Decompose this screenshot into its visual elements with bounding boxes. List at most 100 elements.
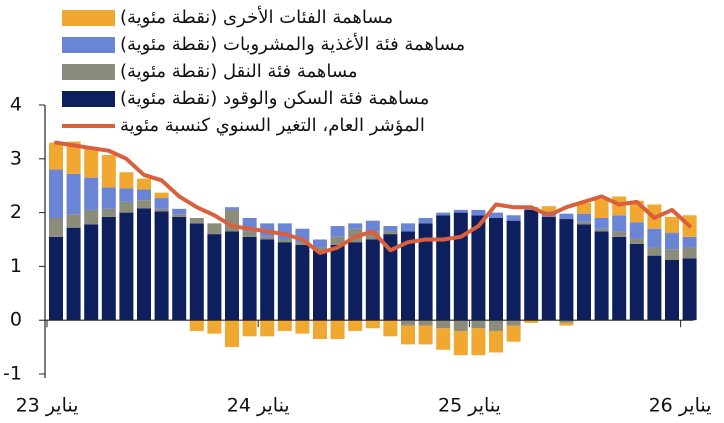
- bar-segment: [348, 320, 363, 331]
- bar-segment: [119, 201, 134, 213]
- bar-segment: [594, 217, 609, 229]
- bar-segment: [594, 199, 609, 218]
- bar-segment: [154, 198, 169, 209]
- bar-segment: [260, 236, 275, 240]
- bar-segment: [66, 141, 81, 174]
- bar-segment: [207, 234, 222, 321]
- bar-segment: [682, 258, 697, 321]
- bar-segment: [66, 214, 81, 228]
- bar-segment: [436, 328, 451, 350]
- legend-label: مساهمة فئة النقل (نقطة مئوية): [120, 61, 358, 82]
- y-tick-label: 0: [10, 309, 22, 331]
- bar-segment: [541, 216, 556, 321]
- bar-segment: [313, 320, 327, 340]
- bar-segment: [49, 217, 63, 237]
- bar-segment: [137, 200, 151, 209]
- bar-segment: [418, 223, 433, 321]
- bar-segment: [189, 223, 204, 321]
- bar-segment: [330, 244, 345, 321]
- y-tick-label: 4: [10, 94, 22, 116]
- bar-segment: [189, 320, 204, 331]
- bar-segment: [682, 247, 697, 259]
- bar-segment: [383, 226, 398, 232]
- bar-segment: [365, 220, 380, 232]
- bar-segment: [154, 192, 169, 199]
- bar-segment: [101, 216, 116, 321]
- bar-segment: [559, 322, 574, 326]
- bar-segment: [49, 236, 63, 321]
- bar-segment: [295, 244, 310, 321]
- bar-segment: [383, 234, 398, 321]
- bar-segment: [541, 206, 556, 212]
- bar-segment: [84, 209, 99, 225]
- bar-segment: [489, 217, 503, 321]
- bar-segment: [612, 215, 627, 232]
- bar-segment: [577, 202, 591, 214]
- bar-segment: [471, 320, 486, 329]
- bar-segment: [260, 320, 275, 337]
- bar-segment: [489, 330, 503, 353]
- bar-segment: [682, 236, 697, 248]
- bar-segment: [242, 236, 257, 321]
- bar-segment: [436, 215, 451, 321]
- bar-segment: [629, 243, 644, 321]
- bar-segment: [207, 320, 222, 334]
- bar-segment: [295, 242, 310, 245]
- bar-segment: [401, 325, 415, 345]
- bar-segment: [66, 227, 81, 321]
- bar-segment: [189, 217, 204, 224]
- bar-segment: [313, 247, 327, 251]
- y-tick-label: 3: [10, 147, 22, 169]
- bar-segment: [172, 216, 187, 321]
- bar-segment: [559, 219, 574, 321]
- bar-segment: [348, 242, 363, 321]
- bar-segment: [612, 231, 627, 237]
- bar-segment: [506, 220, 521, 321]
- bar-segment: [647, 228, 662, 248]
- bar-segment: [172, 214, 187, 217]
- bar-segment: [330, 320, 345, 340]
- bar-segment: [629, 238, 644, 244]
- legend-swatch: [62, 37, 115, 53]
- bar-segment: [101, 208, 116, 217]
- bar-segment: [559, 213, 574, 220]
- bar-segment: [453, 209, 468, 213]
- bar-segment: [207, 223, 222, 235]
- bar-segment: [418, 325, 433, 345]
- bar-segment: [401, 223, 415, 232]
- bar-segment: [471, 328, 486, 356]
- bar-segment: [418, 217, 433, 224]
- bar-segment: [137, 178, 151, 190]
- bar-segment: [242, 320, 257, 337]
- bar-segment: [119, 188, 134, 202]
- bar-segment: [524, 320, 539, 323]
- bar-segment: [506, 320, 521, 326]
- bar-segment: [436, 320, 451, 329]
- bar-segment: [49, 142, 63, 170]
- legend-label: المؤشر العام، التغير السنوي كنسبة مئوية: [120, 115, 425, 136]
- bar-segment: [471, 209, 486, 216]
- bar-segment: [313, 239, 327, 248]
- bar-segment: [383, 231, 398, 235]
- bar-segment: [119, 212, 134, 321]
- legend-label: مساهمة فئة السكن والوقود (نقطة مئوية): [120, 88, 429, 109]
- bar-segment: [577, 213, 591, 222]
- bar-segment: [453, 320, 468, 331]
- bar-segment: [119, 172, 134, 189]
- bar-segment: [84, 177, 99, 210]
- bar-segment: [665, 233, 679, 250]
- x-tick-label: يناير 24: [227, 395, 290, 417]
- bar-segment: [365, 320, 380, 329]
- legend-swatch: [62, 10, 115, 26]
- bar-segment: [101, 187, 116, 209]
- bar-segment: [506, 325, 521, 342]
- bar-segment: [559, 320, 574, 323]
- bar-segment: [506, 215, 521, 221]
- bar-segment: [489, 212, 503, 218]
- bar-segment: [101, 155, 116, 188]
- bar-segment: [453, 330, 468, 356]
- bar-segment: [313, 250, 327, 321]
- bar-segment: [330, 226, 345, 237]
- bar-segment: [84, 148, 99, 178]
